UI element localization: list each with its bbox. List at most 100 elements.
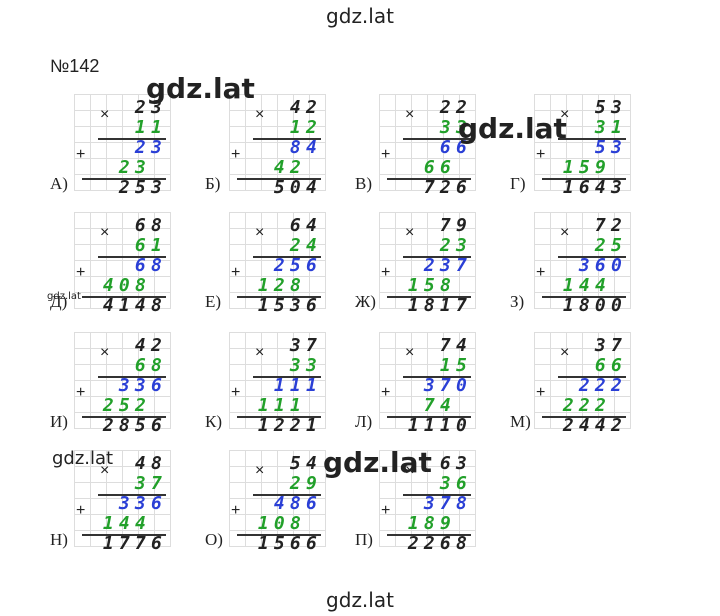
grid-paper: [229, 94, 326, 191]
digits-multiplicand: 42: [134, 335, 167, 356]
digits-result: 1566: [257, 533, 322, 554]
digits-partial2: 144: [562, 275, 611, 296]
problem-label: О): [205, 530, 223, 549]
digits-result: 2856: [102, 415, 167, 436]
digits-partial2: 23: [118, 157, 151, 178]
digits-result: 2442: [562, 415, 627, 436]
digits-partial1: 237: [423, 255, 472, 276]
times-sign: ×: [405, 224, 415, 241]
digits-result: 1221: [257, 415, 322, 436]
rule-line: [387, 534, 471, 536]
rule-line: [253, 256, 321, 258]
problem: М) 37 66 222 222 2442 × +: [510, 332, 660, 436]
rule-line: [403, 494, 471, 496]
digits-partial2: 189: [407, 513, 456, 534]
digits-partial1: 256: [273, 255, 322, 276]
digits-multiplicand: 79: [439, 215, 472, 236]
digits-multiplier: 36: [439, 473, 472, 494]
digits-multiplier: 11: [134, 117, 167, 138]
problem: Б) 42 12 84 42 504 × +: [205, 94, 355, 198]
rule-line: [82, 178, 166, 180]
problem-label: Г): [510, 174, 526, 193]
digits-result: 4148: [102, 295, 167, 316]
footer: gdz.lat: [326, 588, 394, 612]
digits-partial2: 252: [102, 395, 151, 416]
digits-multiplier: 66: [594, 355, 627, 376]
digits-partial2: 144: [102, 513, 151, 534]
digits-partial2: 128: [257, 275, 306, 296]
digits-partial1: 23: [134, 137, 167, 158]
rule-line: [98, 494, 166, 496]
times-sign: ×: [100, 462, 110, 479]
digits-partial1: 111: [273, 375, 322, 396]
problem-label: Н): [50, 530, 68, 549]
digits-multiplicand: 72: [594, 215, 627, 236]
rule-line: [82, 534, 166, 536]
grid-paper: [229, 332, 326, 429]
digits-multiplier: 33: [289, 355, 322, 376]
problem-label: А): [50, 174, 68, 193]
problem: О) 54 29 486 108 1566 × +: [205, 450, 355, 554]
digits-result: 1817: [407, 295, 472, 316]
times-sign: ×: [255, 106, 265, 123]
times-sign: ×: [405, 106, 415, 123]
plus-sign: +: [536, 264, 546, 281]
grid-paper: [74, 450, 171, 547]
digits-partial1: 370: [423, 375, 472, 396]
digits-partial2: 408: [102, 275, 151, 296]
plus-sign: +: [381, 264, 391, 281]
problem-label: Д): [50, 292, 68, 311]
problem: Ж) 79 23 237 158 1817 × +: [355, 212, 505, 316]
digits-multiplicand: 64: [289, 215, 322, 236]
digits-result: 253: [118, 177, 167, 198]
rule-line: [558, 256, 626, 258]
times-sign: ×: [405, 462, 415, 479]
plus-sign: +: [76, 384, 86, 401]
digits-multiplicand: 22: [439, 97, 472, 118]
rule-line: [403, 138, 471, 140]
plus-sign: +: [231, 264, 241, 281]
grid-paper: [379, 212, 476, 309]
digits-partial1: 53: [594, 137, 627, 158]
digits-multiplier: 12: [289, 117, 322, 138]
problem-label: И): [50, 412, 68, 431]
problem: И) 42 68 336 252 2856 × +: [50, 332, 200, 436]
watermark: gdz.lat: [458, 112, 567, 145]
digits-result: 2268: [407, 533, 472, 554]
problem: З) 72 25 360 144 1800 × +: [510, 212, 660, 316]
grid-paper: [229, 212, 326, 309]
digits-partial1: 84: [289, 137, 322, 158]
problem: Е) 64 24 256 128 1536 × +: [205, 212, 355, 316]
times-sign: ×: [100, 224, 110, 241]
digits-partial2: 159: [562, 157, 611, 178]
grid-paper: [74, 212, 171, 309]
plus-sign: +: [381, 384, 391, 401]
rule-line: [558, 138, 626, 140]
digits-multiplicand: 68: [134, 215, 167, 236]
watermark: gdz.lat: [323, 446, 432, 479]
digits-partial1: 378: [423, 493, 472, 514]
plus-sign: +: [76, 502, 86, 519]
rule-line: [98, 376, 166, 378]
rule-line: [98, 256, 166, 258]
rule-line: [253, 376, 321, 378]
digits-result: 1776: [102, 533, 167, 554]
rule-line: [82, 416, 166, 418]
problem-label: Л): [355, 412, 373, 431]
digits-multiplicand: 54: [289, 453, 322, 474]
rule-line: [237, 416, 321, 418]
grid-paper: [229, 450, 326, 547]
problem-label: Б): [205, 174, 221, 193]
problem-label: Е): [205, 292, 222, 311]
rule-line: [237, 296, 321, 298]
digits-multiplier: 25: [594, 235, 627, 256]
plus-sign: +: [231, 502, 241, 519]
digits-multiplicand: 74: [439, 335, 472, 356]
digits-partial2: 108: [257, 513, 306, 534]
times-sign: ×: [255, 462, 265, 479]
grid-paper: [74, 94, 171, 191]
grid-paper: [379, 94, 476, 191]
problem: Н) 48 37 336 144 1776 × +: [50, 450, 200, 554]
times-sign: ×: [560, 106, 570, 123]
digits-partial2: 42: [273, 157, 306, 178]
